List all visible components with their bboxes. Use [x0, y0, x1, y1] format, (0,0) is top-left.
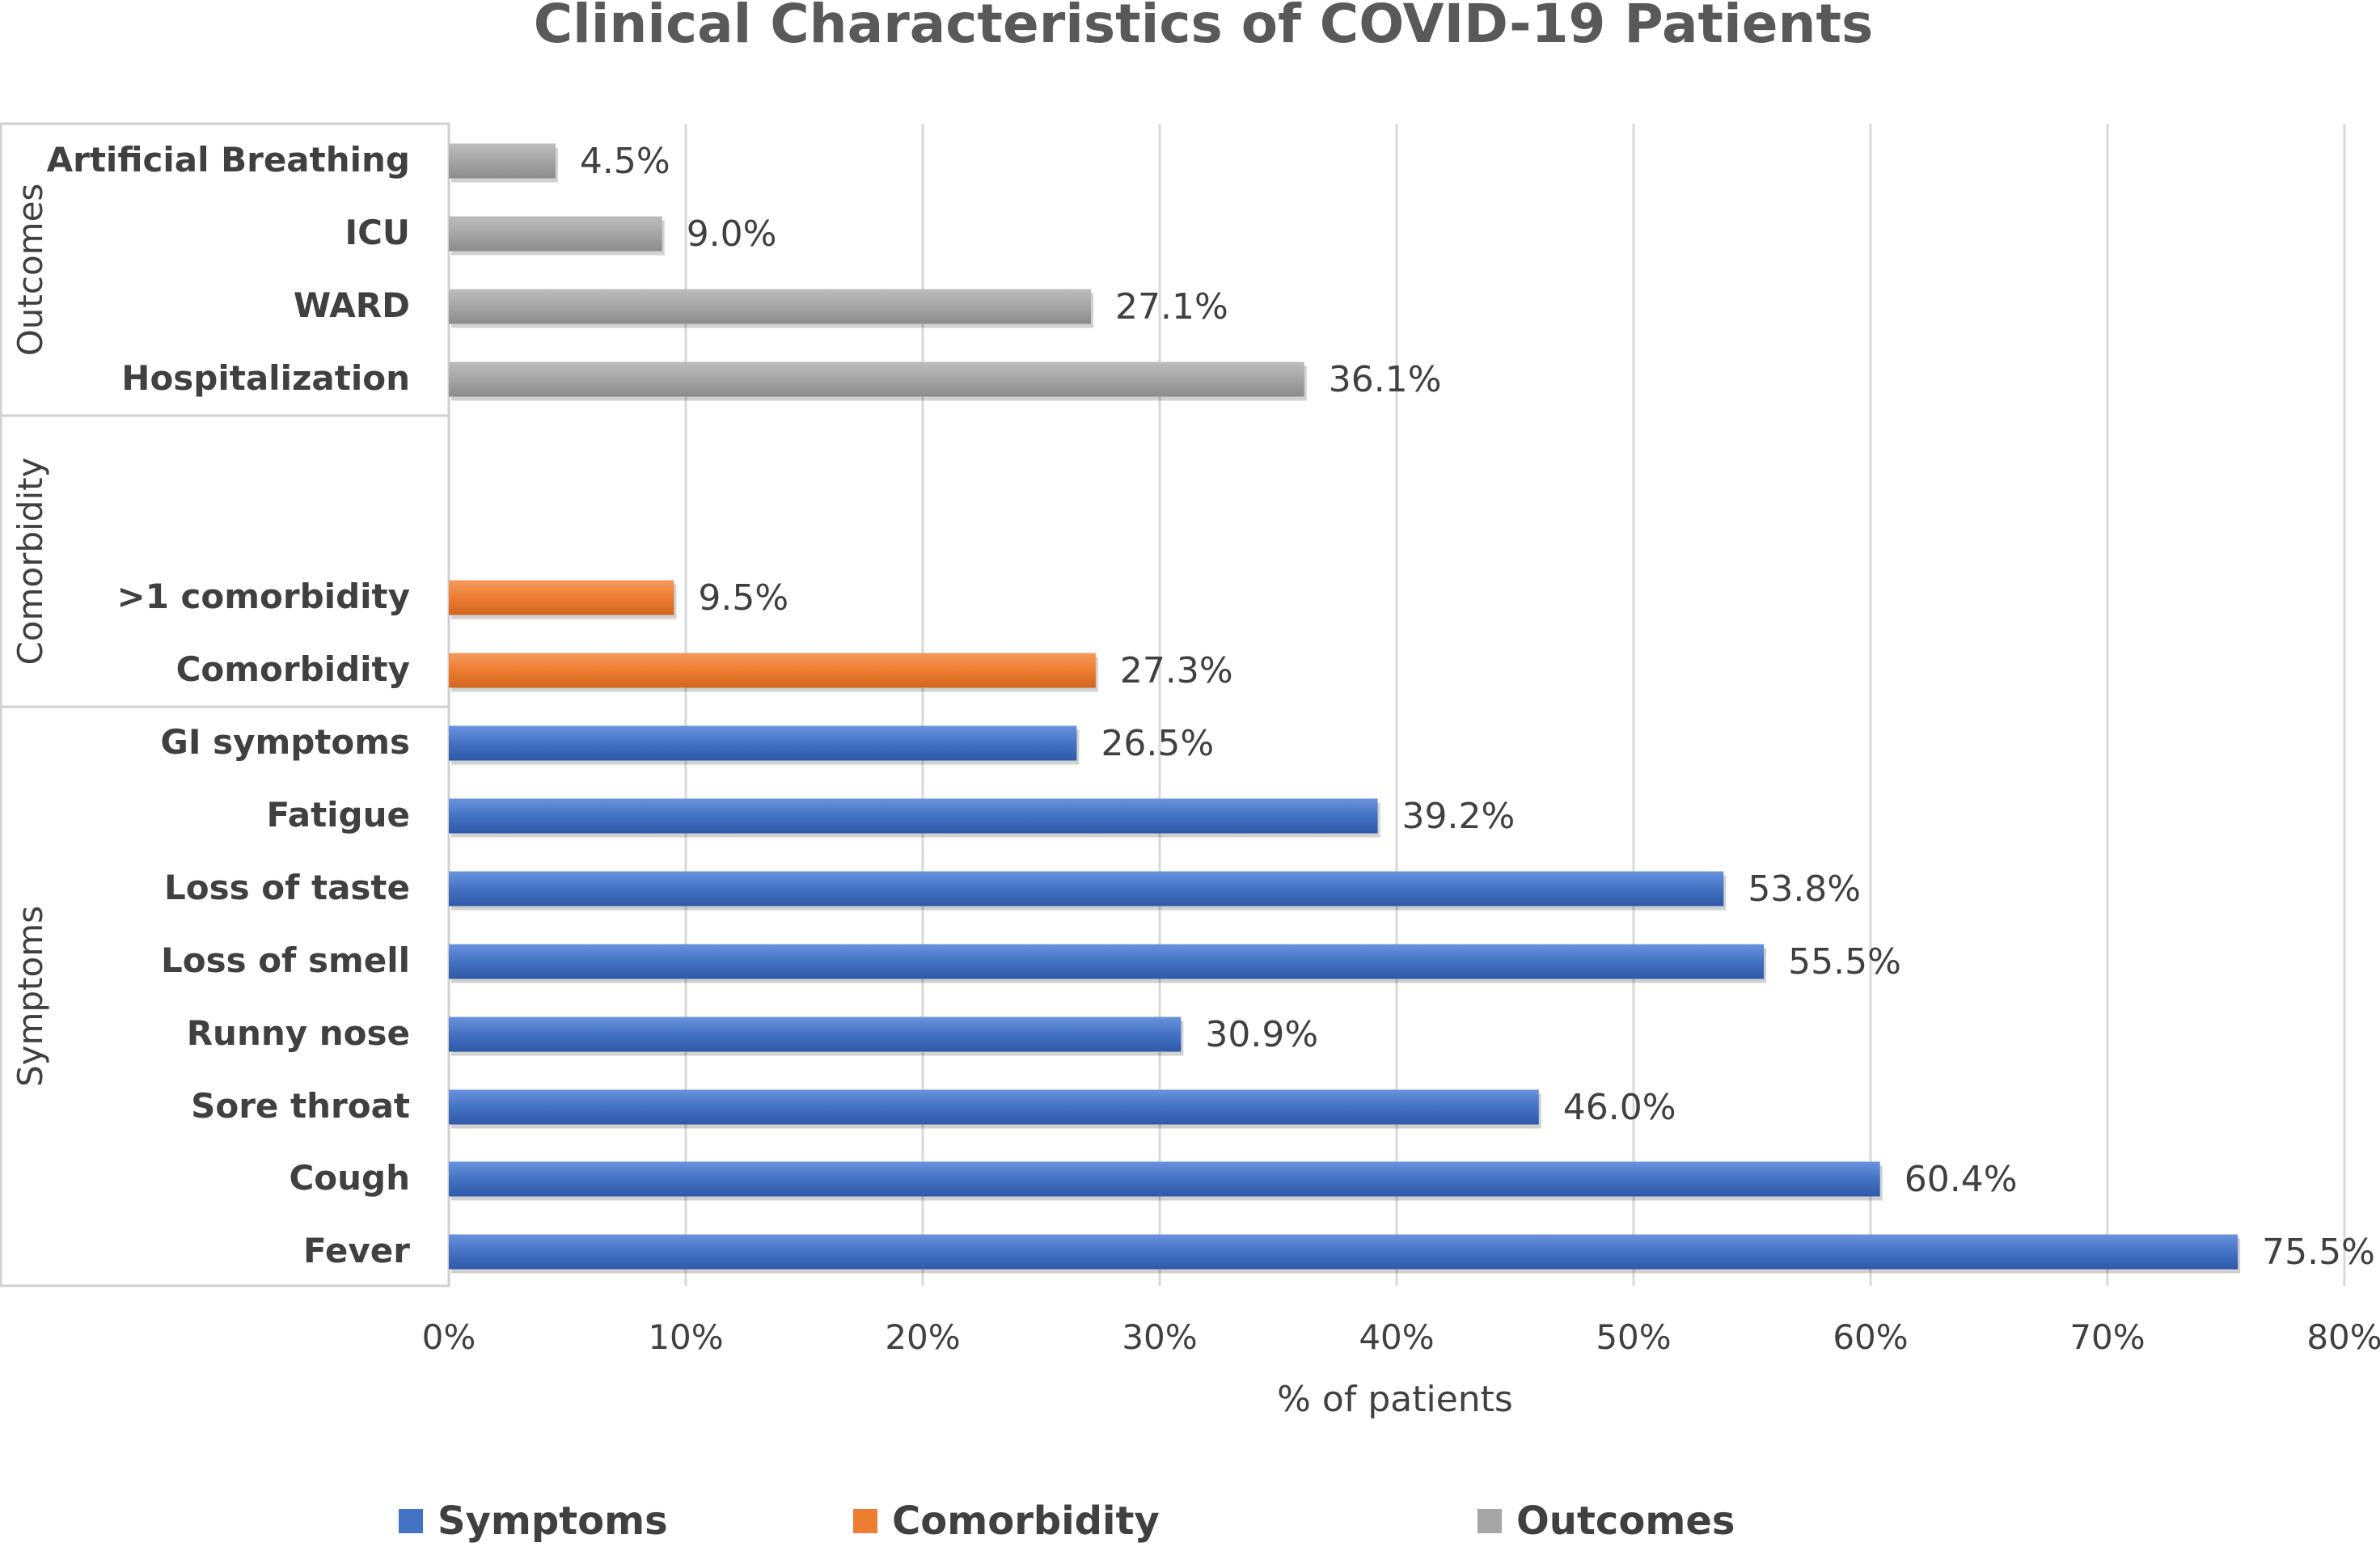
bar-loss-of-smell — [449, 944, 1765, 979]
x-tick-label: 40% — [1359, 1317, 1434, 1357]
legend-swatch-comorbidity — [853, 1509, 877, 1533]
data-label: 53.8% — [1748, 869, 1861, 910]
category-label: Loss of smell — [161, 940, 410, 980]
bar-gi-symptoms — [449, 725, 1077, 761]
category-frame — [0, 122, 450, 1287]
data-label: 55.5% — [1788, 941, 1901, 983]
category-label: >1 comorbidity — [117, 577, 411, 616]
bar-fever — [449, 1234, 2238, 1270]
bar-1-comorbidity — [449, 580, 674, 615]
category-label: Sore throat — [191, 1086, 410, 1126]
category-label: GI symptoms — [160, 722, 410, 762]
category-labels: Artificial Breathing ICU WARD Hospitalizati… — [47, 140, 411, 1270]
data-label: 30.9% — [1205, 1014, 1318, 1055]
legend-label-symptoms: Symptoms — [438, 1498, 668, 1544]
data-label: 60.4% — [1904, 1159, 2018, 1200]
data-label: 9.0% — [687, 213, 777, 255]
category-frame-border — [0, 122, 450, 1287]
category-label: WARD — [294, 285, 410, 325]
bar-comorbidity — [449, 653, 1096, 688]
x-tick-label: 50% — [1596, 1317, 1671, 1357]
legend-label-comorbidity: Comorbidity — [892, 1498, 1160, 1544]
data-label: 75.5% — [2262, 1232, 2375, 1273]
bar-sore-throat — [449, 1089, 1539, 1125]
bar-artificial-breathing — [449, 143, 556, 179]
x-axis-ticks: 0% 10% 20% 30% 40% 50% 60% 70% 80% — [422, 1317, 2380, 1357]
group-label-symptoms: Symptoms — [11, 906, 50, 1087]
bar-icu — [449, 216, 662, 251]
legend: Symptoms Comorbidity Outcomes — [399, 1498, 1735, 1544]
x-tick-label: 30% — [1122, 1317, 1197, 1357]
bar-ward — [449, 289, 1092, 324]
category-label: Cough — [289, 1158, 410, 1198]
category-label: ICU — [345, 213, 410, 252]
x-tick-label: 70% — [2069, 1317, 2145, 1357]
x-tick-label: 0% — [422, 1317, 476, 1357]
legend-swatch-outcomes — [1477, 1509, 1502, 1533]
category-label: Fatigue — [267, 795, 411, 835]
bar-fatigue — [449, 798, 1378, 834]
legend-swatch-symptoms — [399, 1509, 423, 1533]
data-label: 46.0% — [1563, 1087, 1676, 1128]
group-label-outcomes: Outcomes — [11, 184, 50, 357]
category-label: Loss of taste — [164, 868, 410, 907]
legend-label-outcomes: Outcomes — [1516, 1498, 1735, 1544]
category-label: Fever — [303, 1231, 410, 1270]
x-tick-label: 60% — [1833, 1317, 1908, 1357]
group-label-comorbidity: Comorbidity — [11, 458, 50, 666]
category-label: Comorbidity — [176, 649, 410, 689]
data-label: 4.5% — [580, 141, 670, 182]
bar-loss-of-taste — [449, 871, 1724, 907]
data-label: 39.2% — [1402, 796, 1516, 837]
bar-cough — [449, 1161, 1880, 1197]
data-label: 27.3% — [1120, 650, 1233, 691]
data-label: 27.1% — [1115, 286, 1228, 328]
data-label: 9.5% — [698, 577, 788, 619]
category-label: Artificial Breathing — [47, 140, 410, 180]
x-tick-label: 80% — [2306, 1317, 2380, 1357]
value-labels: 4.5% 9.0% 27.1% 36.1% 9.5% 27.3% 26.5% 39.2% 53.… — [580, 141, 2375, 1273]
x-tick-label: 20% — [885, 1317, 960, 1357]
data-label: 26.5% — [1101, 723, 1214, 764]
bar-hospitalization — [449, 361, 1304, 397]
category-label: Hospitalization — [121, 358, 410, 398]
bars — [449, 143, 2241, 1274]
category-label: Runny nose — [187, 1013, 410, 1053]
x-axis-title: % of patients — [1277, 1379, 1513, 1420]
chart-title: Clinical Characteristics of COVID-19 Pat… — [534, 0, 1874, 55]
x-tick-label: 10% — [648, 1317, 723, 1357]
data-label: 36.1% — [1329, 359, 1442, 400]
bar-runny-nose — [449, 1017, 1182, 1052]
group-labels: Outcomes Comorbidity Symptoms — [11, 184, 50, 1087]
